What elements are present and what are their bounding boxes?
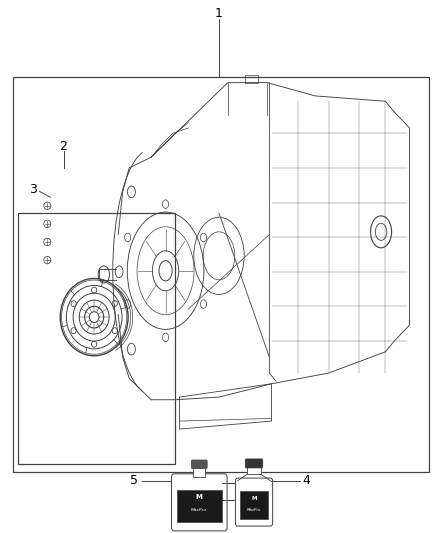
Text: MaxPro: MaxPro	[191, 508, 207, 512]
FancyBboxPatch shape	[172, 474, 227, 531]
Text: 1: 1	[215, 7, 223, 20]
Bar	[18, 213, 175, 464]
FancyBboxPatch shape	[236, 478, 272, 526]
Bar	[247, 467, 261, 474]
Text: 3: 3	[29, 183, 37, 196]
Bar	[13, 77, 429, 472]
Bar	[193, 467, 205, 477]
Text: $\mathbf{M}$: $\mathbf{M}$	[251, 494, 258, 502]
FancyBboxPatch shape	[245, 459, 263, 468]
Text: 5: 5	[130, 474, 138, 487]
Text: 2: 2	[60, 140, 67, 153]
Bar	[240, 491, 268, 519]
Text: $\mathbf{M}$: $\mathbf{M}$	[195, 492, 203, 501]
FancyBboxPatch shape	[191, 460, 207, 469]
Bar	[177, 490, 222, 522]
Text: MaxPro: MaxPro	[247, 508, 261, 512]
Text: 4: 4	[303, 474, 311, 487]
